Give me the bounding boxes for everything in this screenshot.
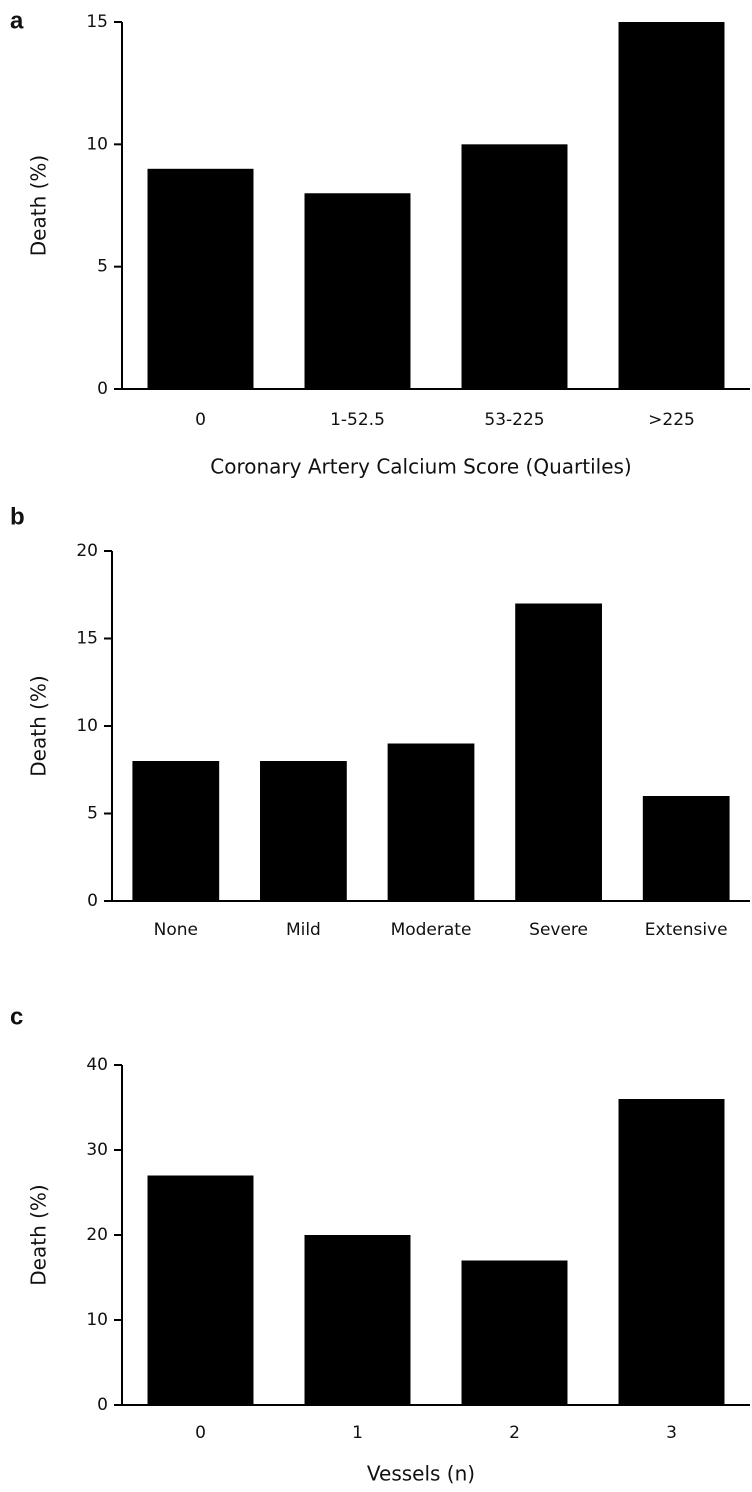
y-tick-label: 0 xyxy=(97,1395,108,1415)
y-tick-label: 5 xyxy=(87,804,98,824)
bar xyxy=(461,1260,568,1405)
panel-label: c xyxy=(10,1003,23,1030)
bar xyxy=(132,761,220,901)
x-tick-label: 53-225 xyxy=(484,410,544,430)
x-tick-label: 2 xyxy=(509,1423,520,1443)
y-tick-label: 15 xyxy=(86,12,108,32)
x-axis-title: Coronary Artery Calcium Score (Quartiles… xyxy=(210,455,631,479)
y-axis-title: Death (%) xyxy=(27,155,51,256)
x-tick-label: Extensive xyxy=(645,920,728,940)
panel-label: b xyxy=(10,503,25,530)
y-tick-label: 30 xyxy=(86,1140,108,1160)
bar xyxy=(260,761,347,901)
x-tick-label: 1-52.5 xyxy=(330,410,385,430)
bar xyxy=(147,1175,254,1405)
bar xyxy=(618,1099,725,1405)
y-axis-title: Death (%) xyxy=(27,1184,51,1285)
bar xyxy=(618,22,725,389)
bar xyxy=(304,1235,411,1405)
x-tick-label: Mild xyxy=(286,920,321,940)
y-tick-label: 10 xyxy=(86,134,108,154)
y-axis-title: Death (%) xyxy=(27,675,51,776)
x-tick-label: Moderate xyxy=(391,920,472,940)
bar xyxy=(147,168,254,389)
bar xyxy=(515,603,602,901)
y-tick-label: 10 xyxy=(76,716,98,736)
y-tick-label: 20 xyxy=(76,541,98,561)
bar xyxy=(304,193,411,389)
x-axis-title: Vessels (n) xyxy=(367,1462,475,1486)
x-tick-label: Severe xyxy=(529,920,588,940)
y-tick-label: 5 xyxy=(97,257,108,277)
y-tick-label: 40 xyxy=(86,1055,108,1075)
bar xyxy=(461,144,568,389)
y-tick-label: 10 xyxy=(86,1310,108,1330)
panel-label: a xyxy=(10,7,24,34)
y-tick-label: 15 xyxy=(76,629,98,649)
x-tick-label: 0 xyxy=(195,1423,206,1443)
y-tick-label: 20 xyxy=(86,1225,108,1245)
x-tick-label: 3 xyxy=(666,1423,677,1443)
x-tick-label: 0 xyxy=(195,410,206,430)
y-tick-label: 0 xyxy=(97,379,108,399)
bar xyxy=(387,743,475,901)
x-tick-label: 1 xyxy=(352,1423,363,1443)
bar xyxy=(642,796,730,901)
x-tick-label: None xyxy=(154,920,198,940)
y-tick-label: 0 xyxy=(87,891,98,911)
x-tick-label: >225 xyxy=(648,410,695,430)
